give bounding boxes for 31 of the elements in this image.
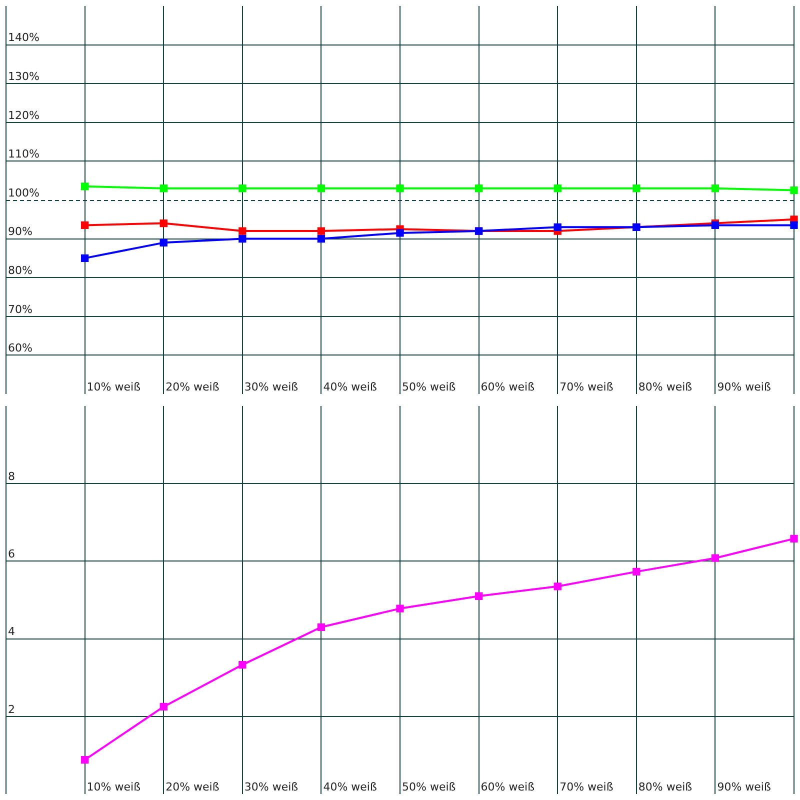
x-tick-label: 50% weiß (402, 780, 456, 794)
y-tick-label: 2 (8, 702, 15, 716)
y-tick-label: 110% (8, 148, 40, 161)
x-tick-label: 90% weiß (717, 380, 771, 394)
x-tick-label: 90% weiß (717, 780, 771, 794)
x-tick-label: 20% weiß (166, 380, 220, 394)
x-tick-label: 80% weiß (638, 380, 692, 394)
x-tick-label: 10% weiß (86, 780, 141, 794)
x-tick-label: 50% weiß (402, 380, 456, 394)
y-tick-label: 8 (8, 470, 15, 483)
x-tick-label: 10% weiß (86, 380, 141, 394)
x-tick-label: 80% weiß (638, 780, 692, 794)
y-tick-label: 4 (8, 625, 15, 638)
y-tick-label: 140% (8, 31, 40, 44)
x-tick-label: 30% weiß (244, 380, 298, 394)
x-tick-label: 70% weiß (560, 380, 614, 394)
x-tick-label: 40% weiß (323, 780, 377, 794)
y-tick-label: 100% (8, 186, 40, 200)
y-tick-label: 6 (8, 548, 15, 561)
x-tick-label: 20% weiß (166, 780, 220, 794)
y-tick-label: 130% (8, 70, 40, 83)
y-tick-label: 60% (8, 342, 32, 355)
x-tick-label: 40% weiß (323, 380, 377, 394)
y-tick-label: 120% (8, 108, 40, 122)
x-tick-label: 60% weiß (480, 780, 535, 794)
x-tick-label: 30% weiß (244, 780, 298, 794)
y-tick-label: 70% (8, 302, 32, 316)
y-tick-label: 90% (8, 225, 32, 238)
x-tick-label: 60% weiß (480, 380, 535, 394)
x-tick-label: 70% weiß (560, 780, 614, 794)
y-tick-label: 80% (8, 264, 32, 277)
